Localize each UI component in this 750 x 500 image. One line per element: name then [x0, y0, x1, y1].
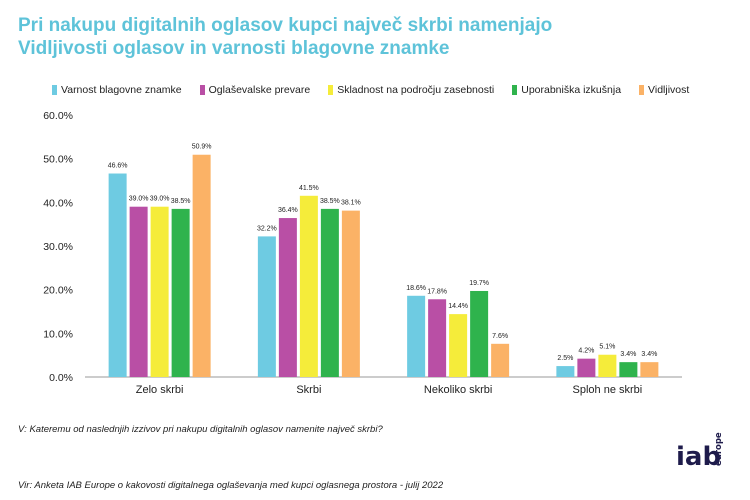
legend-label: Uporabniška izkušnja: [521, 84, 622, 96]
data-label: 39.0%: [150, 196, 170, 203]
bar: [407, 295, 426, 377]
data-label: 36.4%: [278, 207, 298, 214]
legend-label: Oglaševalske prevare: [208, 84, 311, 96]
legend-label: Skladnost na področju zasebnosti: [337, 84, 495, 96]
bar: [449, 314, 468, 377]
bar: [129, 206, 148, 377]
data-label: 7.6%: [492, 333, 508, 340]
chart-title: Pri nakupu digitalnih oglasov kupci najv…: [18, 14, 718, 60]
y-tick-label: 30.0%: [43, 241, 73, 253]
legend-swatch: [52, 85, 57, 95]
bar: [299, 195, 318, 377]
bar: [619, 362, 638, 377]
data-label: 39.0%: [129, 196, 149, 203]
data-label: 38.1%: [341, 200, 361, 207]
x-category-label: Skrbi: [296, 384, 321, 396]
bar: [598, 354, 617, 377]
data-label: 4.2%: [578, 348, 594, 355]
iab-europe-logo: iab europe: [676, 428, 724, 474]
data-label: 14.4%: [448, 303, 468, 310]
bar: [640, 362, 659, 377]
bar: [192, 154, 211, 377]
data-label: 38.5%: [320, 198, 340, 205]
y-tick-label: 10.0%: [43, 328, 73, 340]
data-label: 19.7%: [469, 280, 489, 287]
title-line-2: Vidljivosti oglasov in varnosti blagovne…: [18, 38, 450, 59]
bar: [470, 290, 489, 377]
legend-item: Uporabniška izkušnja: [512, 84, 621, 96]
legend-item: Vidljivost: [639, 84, 689, 96]
y-tick-label: 20.0%: [43, 285, 73, 297]
x-category-label: Zelo skrbi: [136, 384, 184, 396]
logo-main-text: iab: [676, 442, 722, 472]
bar: [171, 208, 190, 377]
data-label: 38.5%: [171, 198, 191, 205]
data-label: 50.9%: [192, 144, 212, 151]
y-tick-label: 60.0%: [43, 110, 73, 122]
x-category-label: Sploh ne skrbi: [573, 384, 643, 396]
bar: [491, 343, 510, 377]
bar: [428, 299, 447, 377]
bar: [577, 358, 596, 377]
question-note: V: Kateremu od naslednjih izzivov pri na…: [18, 424, 383, 435]
title-line-1: Pri nakupu digitalnih oglasov kupci najv…: [18, 15, 553, 36]
legend-swatch: [199, 85, 205, 95]
legend: Varnost blagovne znamke Oglaševalske prev…: [52, 84, 689, 96]
bar: [320, 208, 339, 377]
legend-swatch: [512, 85, 518, 95]
bar: [556, 366, 575, 377]
data-label: 3.4%: [620, 351, 636, 358]
legend-label: Varnost blagovne znamke: [61, 84, 182, 96]
logo-sub-text: europe: [714, 432, 724, 466]
y-tick-label: 50.0%: [43, 154, 73, 166]
legend-swatch: [639, 85, 645, 95]
data-label: 17.8%: [427, 288, 447, 295]
bar: [341, 210, 360, 377]
legend-label: Vidljivost: [648, 84, 690, 96]
bar: [150, 206, 169, 377]
data-label: 2.5%: [557, 355, 573, 362]
data-label: 46.6%: [108, 163, 128, 170]
x-category-label: Nekoliko skrbi: [424, 384, 492, 396]
bar-chart: 0.0% 10.0% 20.0% 30.0% 40.0% 50.0% 60.0% 46.6% 3…: [43, 110, 682, 396]
data-label: 32.2%: [257, 225, 277, 232]
bar: [257, 236, 276, 377]
source-note: Vir: Anketa IAB Europe o kakovosti digit…: [18, 480, 444, 491]
legend-item: Varnost blagovne znamke: [52, 84, 182, 96]
y-tick-label: 0.0%: [49, 372, 73, 384]
data-label: 18.6%: [406, 285, 426, 292]
data-label: 41.5%: [299, 185, 319, 192]
bar: [108, 173, 127, 377]
data-label: 3.4%: [641, 351, 657, 358]
data-label: 5.1%: [599, 344, 615, 351]
bar: [278, 218, 297, 377]
legend-swatch: [328, 85, 334, 95]
legend-item: Skladnost na področju zasebnosti: [328, 84, 494, 96]
legend-item: Oglaševalske prevare: [199, 84, 311, 96]
y-tick-label: 40.0%: [43, 197, 73, 209]
